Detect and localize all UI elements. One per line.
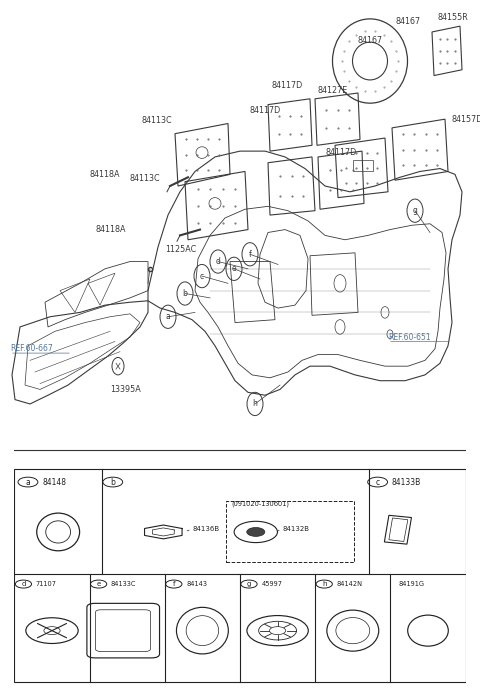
Text: 84117D: 84117D [272,81,303,90]
Text: 84167: 84167 [395,17,420,26]
Text: 84142N: 84142N [336,581,362,587]
Text: 84118A: 84118A [95,225,125,234]
Text: 84133B: 84133B [392,477,421,486]
Text: d: d [216,257,220,266]
Text: e: e [96,581,101,587]
Text: 84117D: 84117D [325,148,356,157]
Text: 84136B: 84136B [192,525,220,532]
Text: 84167: 84167 [358,36,383,45]
Text: (091020-130601): (091020-130601) [231,501,289,507]
Text: f: f [249,249,252,258]
Text: h: h [322,581,326,587]
Text: f: f [173,581,175,587]
Text: 84133C: 84133C [111,581,136,587]
Text: 84191G: 84191G [398,581,424,587]
Text: a: a [166,313,170,322]
Text: 84127E: 84127E [318,86,348,94]
Text: 84113C: 84113C [142,116,173,125]
Text: 45997: 45997 [261,581,282,587]
Text: a: a [25,477,30,486]
Circle shape [247,527,265,536]
Text: REF.60-651: REF.60-651 [388,333,431,342]
Text: 84113C: 84113C [130,174,161,183]
Text: e: e [232,264,236,273]
Text: 13395A: 13395A [110,385,141,394]
Text: 71107: 71107 [36,581,57,587]
Text: REF.60-667: REF.60-667 [10,344,53,353]
Text: c: c [375,477,380,486]
Text: h: h [252,399,257,408]
Text: b: b [182,289,187,298]
Text: d: d [21,581,25,587]
Text: 84118A: 84118A [90,170,120,179]
Text: g: g [247,581,251,587]
Text: 84155R: 84155R [438,13,469,22]
Text: 84132B: 84132B [282,525,310,532]
Bar [353,160,373,171]
Text: 84157D: 84157D [452,114,480,123]
Text: 1125AC: 1125AC [165,245,196,254]
Text: 84117D: 84117D [250,106,281,115]
Text: 84148: 84148 [42,477,66,486]
Bar [226,501,354,562]
Text: c: c [200,272,204,281]
Text: 84143: 84143 [186,581,207,587]
Text: g: g [413,207,418,216]
Text: b: b [110,477,115,486]
